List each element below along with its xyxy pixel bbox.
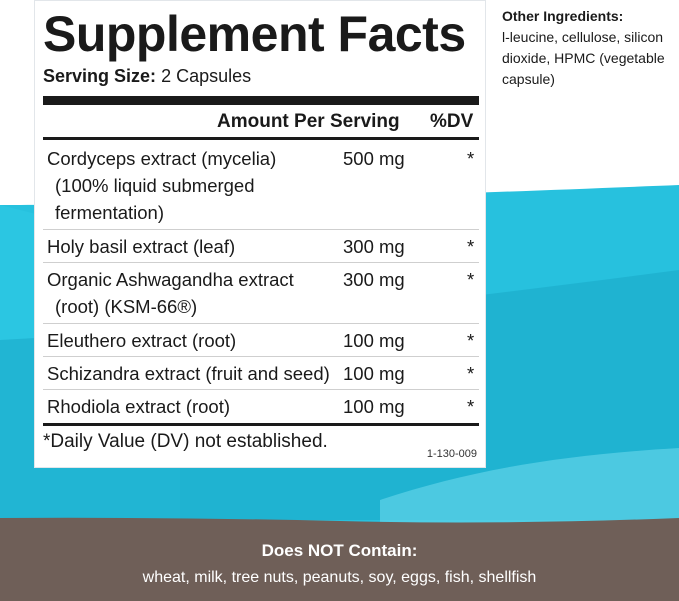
nutrient-dv: * <box>467 363 475 384</box>
nutrient-amount: 100 mg <box>343 363 405 384</box>
nutrient-amount: 500 mg <box>343 148 405 169</box>
nutrient-name-main: Cordyceps extract (mycelia) <box>47 148 277 169</box>
nutrient-name: Schizandra extract (fruit and seed) <box>47 360 347 387</box>
nutrient-name-main: Organic Ashwagandha extract <box>47 269 294 290</box>
serving-size-label: Serving Size: <box>43 66 157 86</box>
daily-value-footnote: *Daily Value (DV) not established. <box>43 431 328 452</box>
nutrient-amount: 300 mg <box>343 236 405 257</box>
nutrient-amount: 100 mg <box>343 396 405 417</box>
nutrient-dv: * <box>467 269 475 290</box>
nutrient-name: Eleuthero extract (root) <box>47 327 343 354</box>
nutrient-name: Organic Ashwagandha extract (root) (KSM-… <box>47 266 343 320</box>
nutrient-amount: 300 mg <box>343 269 405 290</box>
other-ingredients-heading: Other Ingredients: <box>502 8 624 24</box>
nutrient-dv: * <box>467 236 475 257</box>
header-amount: Amount Per Serving <box>217 111 400 132</box>
serving-size: Serving Size: 2 Capsules <box>43 66 251 87</box>
nutrient-name-main: Eleuthero extract (root) <box>47 330 237 351</box>
other-ingredients-text: l-leucine, cellulose, silicon dioxide, H… <box>502 29 665 87</box>
nutrient-dv: * <box>467 330 475 351</box>
does-not-contain-text: wheat, milk, tree nuts, peanuts, soy, eg… <box>142 569 537 586</box>
nutrient-dv: * <box>467 148 475 169</box>
row-divider <box>43 262 479 263</box>
row-divider <box>43 356 479 357</box>
header-rule <box>43 137 479 140</box>
nutrient-dv: * <box>467 396 475 417</box>
nutrient-name-sub: (root) (KSM-66®) <box>55 296 198 317</box>
other-ingredients: Other Ingredients: l-leucine, cellulose,… <box>502 6 672 90</box>
nutrient-name: Holy basil extract (leaf) <box>47 233 343 260</box>
nutrient-name-sub: (100% liquid submerged fermentation) <box>55 175 255 223</box>
nutrient-name: Rhodiola extract (root) <box>47 393 343 420</box>
row-divider <box>43 229 479 230</box>
bottom-rule <box>43 423 479 426</box>
nutrient-name-main: Holy basil extract (leaf) <box>47 236 236 257</box>
header-dv: %DV <box>430 111 474 132</box>
does-not-contain-heading: Does NOT Contain: <box>261 541 418 560</box>
product-code: 1-130-009 <box>426 448 477 460</box>
nutrient-name: Cordyceps extract (mycelia) (100% liquid… <box>47 145 343 226</box>
supplement-facts-panel: Supplement Facts Serving Size: 2 Capsule… <box>34 0 486 468</box>
nutrient-name-main: Rhodiola extract (root) <box>47 396 231 417</box>
does-not-contain: Does NOT Contain: wheat, milk, tree nuts… <box>0 540 679 588</box>
row-divider <box>43 389 479 390</box>
nutrient-name-main: Schizandra extract (fruit and seed) <box>47 363 330 384</box>
nutrient-amount: 100 mg <box>343 330 405 351</box>
row-divider <box>43 323 479 324</box>
thick-rule <box>43 96 479 105</box>
page-title: Supplement Facts <box>43 6 466 62</box>
serving-size-value: 2 Capsules <box>161 66 252 86</box>
